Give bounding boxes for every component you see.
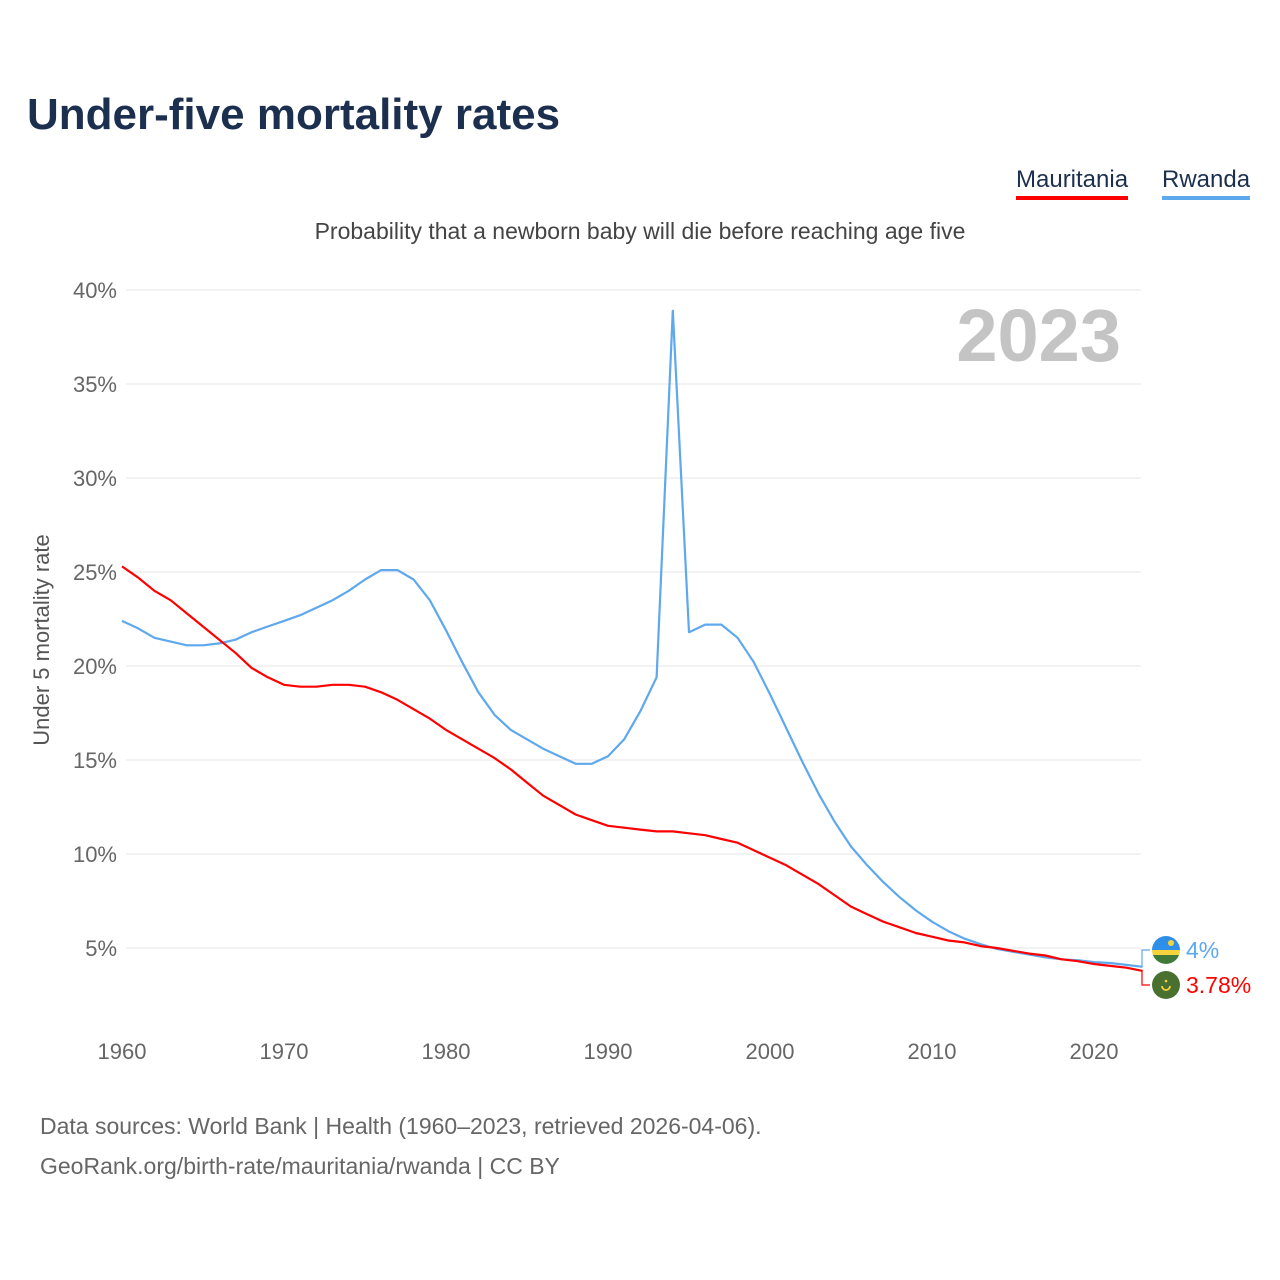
- star-icon: [1164, 979, 1168, 983]
- series-line-rwanda: [121, 309, 1143, 968]
- x-tick-label: 1980: [422, 1039, 471, 1064]
- y-tick-label: 15%: [73, 748, 117, 773]
- mauritania-flag-icon: [1152, 971, 1180, 999]
- x-tick-label: 1970: [260, 1039, 309, 1064]
- source-line-1: Data sources: World Bank | Health (1960–…: [40, 1113, 762, 1139]
- series-line-mauritania: [121, 565, 1143, 972]
- end-connector: [1141, 970, 1150, 986]
- year-label: 2023: [956, 294, 1121, 377]
- end-value-label: 3.78%: [1186, 972, 1251, 998]
- x-tick-label: 2000: [746, 1039, 795, 1064]
- y-tick-label: 10%: [73, 842, 117, 867]
- x-tick-label: 1960: [98, 1039, 147, 1064]
- y-tick-label: 25%: [73, 560, 117, 585]
- legend-mauritania[interactable]: Mauritania: [1016, 166, 1129, 200]
- legend-rwanda[interactable]: Rwanda: [1162, 166, 1251, 200]
- x-tick-label: 1990: [584, 1039, 633, 1064]
- source-note: Data sources: World Bank | Health (1960–…: [40, 1106, 762, 1186]
- chart-subtitle: Probability that a newborn baby will die…: [314, 218, 966, 244]
- rwanda-flag-icon: [1152, 936, 1180, 964]
- y-tick-label: 20%: [73, 654, 117, 679]
- end-value-label: 4%: [1186, 937, 1219, 963]
- y-tick-label: 40%: [73, 278, 117, 303]
- source-line-2[interactable]: GeoRank.org/birth-rate/mauritania/rwanda…: [40, 1153, 560, 1179]
- y-tick-label: 5%: [85, 936, 117, 961]
- x-tick-label: 2010: [908, 1039, 957, 1064]
- x-tick-label: 2020: [1070, 1039, 1119, 1064]
- end-connector: [1141, 949, 1150, 968]
- crescent-icon: [1161, 985, 1171, 991]
- y-tick-label: 30%: [73, 466, 117, 491]
- y-tick-label: 35%: [73, 372, 117, 397]
- chart-title: Under-five mortality rates: [27, 90, 561, 139]
